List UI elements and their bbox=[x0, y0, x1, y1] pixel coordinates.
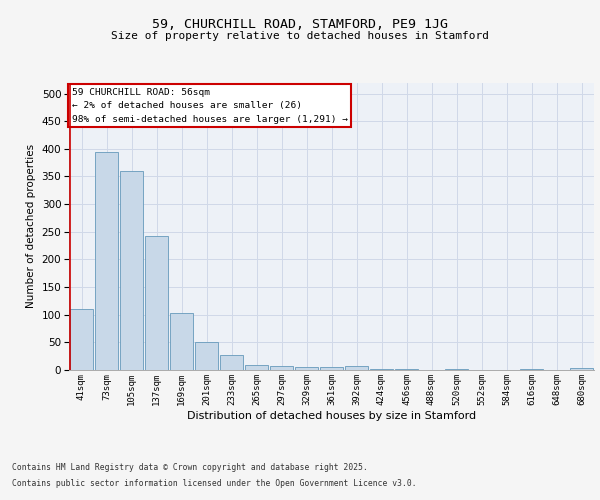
Bar bbox=[445, 369, 468, 370]
Bar bbox=[570, 368, 593, 370]
Bar bbox=[145, 236, 168, 370]
Y-axis label: Number of detached properties: Number of detached properties bbox=[26, 144, 36, 308]
Bar bbox=[70, 309, 93, 370]
Bar bbox=[320, 366, 343, 370]
Bar bbox=[195, 342, 218, 370]
Text: Contains public sector information licensed under the Open Government Licence v3: Contains public sector information licen… bbox=[12, 478, 416, 488]
Bar bbox=[170, 312, 193, 370]
Text: Contains HM Land Registry data © Crown copyright and database right 2025.: Contains HM Land Registry data © Crown c… bbox=[12, 464, 368, 472]
Bar bbox=[245, 365, 268, 370]
Text: 59 CHURCHILL ROAD: 56sqm
← 2% of detached houses are smaller (26)
98% of semi-de: 59 CHURCHILL ROAD: 56sqm ← 2% of detache… bbox=[71, 88, 347, 124]
Bar bbox=[220, 354, 243, 370]
Bar bbox=[120, 171, 143, 370]
Text: 59, CHURCHILL ROAD, STAMFORD, PE9 1JG: 59, CHURCHILL ROAD, STAMFORD, PE9 1JG bbox=[152, 18, 448, 30]
Bar bbox=[345, 366, 368, 370]
X-axis label: Distribution of detached houses by size in Stamford: Distribution of detached houses by size … bbox=[187, 410, 476, 420]
Bar bbox=[295, 366, 318, 370]
Bar bbox=[95, 152, 118, 370]
Text: Size of property relative to detached houses in Stamford: Size of property relative to detached ho… bbox=[111, 31, 489, 41]
Bar bbox=[270, 366, 293, 370]
